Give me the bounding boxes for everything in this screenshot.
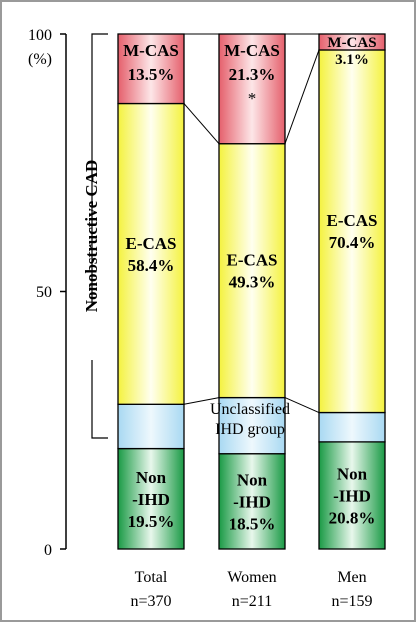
x-n-men: n=159 <box>331 593 372 610</box>
label-ecas-total-0: E-CAS <box>125 234 176 253</box>
bar-ecas-women <box>218 143 286 399</box>
label-mcas-total-0: M-CAS <box>123 41 179 60</box>
x-label-total: Total <box>135 569 168 586</box>
bracket-bottom-arm <box>91 360 108 439</box>
label-mcas-men-1: 3.1% <box>335 52 369 68</box>
x-n-total: n=370 <box>130 593 171 610</box>
y-tick-label-0: 0 <box>44 542 52 559</box>
label-nonihd-total-2: 19.5% <box>128 512 175 531</box>
bar-unclassified-men <box>318 411 386 443</box>
y-unit-label: (%) <box>28 51 52 68</box>
bar-mcas-total <box>117 33 185 105</box>
bars <box>117 33 386 550</box>
unclassified-label-line-2: IHD group <box>215 421 285 438</box>
connector-line <box>284 49 320 144</box>
bracket-label: Nonobstructive CAD <box>82 160 101 313</box>
x-axis-labels: Total n=370 Women n=211 Men n=159 <box>130 569 372 610</box>
unclassified-annotation: Unclassified IHD group <box>210 401 290 438</box>
connector-line <box>183 397 220 405</box>
label-ecas-men-0: E-CAS <box>326 211 377 230</box>
y-axis: 100 (%) 50 0 <box>28 27 67 559</box>
connector-lines <box>183 33 320 413</box>
label-ecas-women-0: E-CAS <box>226 251 277 270</box>
unclassified-label-line-1: Unclassified <box>210 401 290 418</box>
bar-ecas-total <box>117 102 185 405</box>
stacked-bar-chart: 100 (%) 50 0 Nonobstructive CAD Non -IHD 1… <box>28 27 386 610</box>
bar-nonihd-women <box>218 453 286 550</box>
label-mcas-total-1: 13.5% <box>128 65 175 84</box>
label-nonihd-men-1: -IHD <box>333 486 371 505</box>
x-label-women: Women <box>227 569 276 586</box>
label-nonihd-women-1: -IHD <box>233 492 271 511</box>
label-ecas-total-1: 58.4% <box>128 256 175 275</box>
bar-nonihd-total <box>117 447 185 550</box>
label-mcas-women-1: 21.3% <box>229 65 276 84</box>
y-tick-label-50: 50 <box>36 284 52 301</box>
label-mcas-men-0: M-CAS <box>327 35 376 51</box>
x-n-women: n=211 <box>232 593 272 610</box>
bar-ecas-men <box>318 49 386 414</box>
bracket-top-arm <box>91 33 108 306</box>
label-nonihd-total-1: -IHD <box>132 490 170 509</box>
bar-mcas-women <box>218 33 286 145</box>
segment-labels: Non -IHD 19.5% E-CAS 58.4% M-CAS 13.5% Non -IHD 1… <box>123 35 377 533</box>
y-tick-label-100: 100 <box>28 27 52 44</box>
label-nonihd-men-0: Non <box>337 464 368 483</box>
label-ecas-men-1: 70.4% <box>329 233 376 252</box>
label-nonihd-total-0: Non <box>136 468 167 487</box>
bar-nonihd-men <box>318 441 386 550</box>
connector-line <box>284 397 320 413</box>
bar-mcas-men <box>318 33 386 51</box>
x-label-men: Men <box>337 569 366 586</box>
nonobstructive-bracket: Nonobstructive CAD <box>82 33 108 439</box>
connector-line <box>183 103 220 145</box>
label-nonihd-men-2: 20.8% <box>329 508 376 527</box>
label-mcas-women-2: * <box>248 89 257 108</box>
label-mcas-women-0: M-CAS <box>224 41 280 60</box>
label-nonihd-women-2: 18.5% <box>229 514 276 533</box>
label-ecas-women-1: 49.3% <box>229 273 276 292</box>
label-nonihd-women-0: Non <box>237 470 268 489</box>
bar-unclassified-total <box>117 403 185 450</box>
